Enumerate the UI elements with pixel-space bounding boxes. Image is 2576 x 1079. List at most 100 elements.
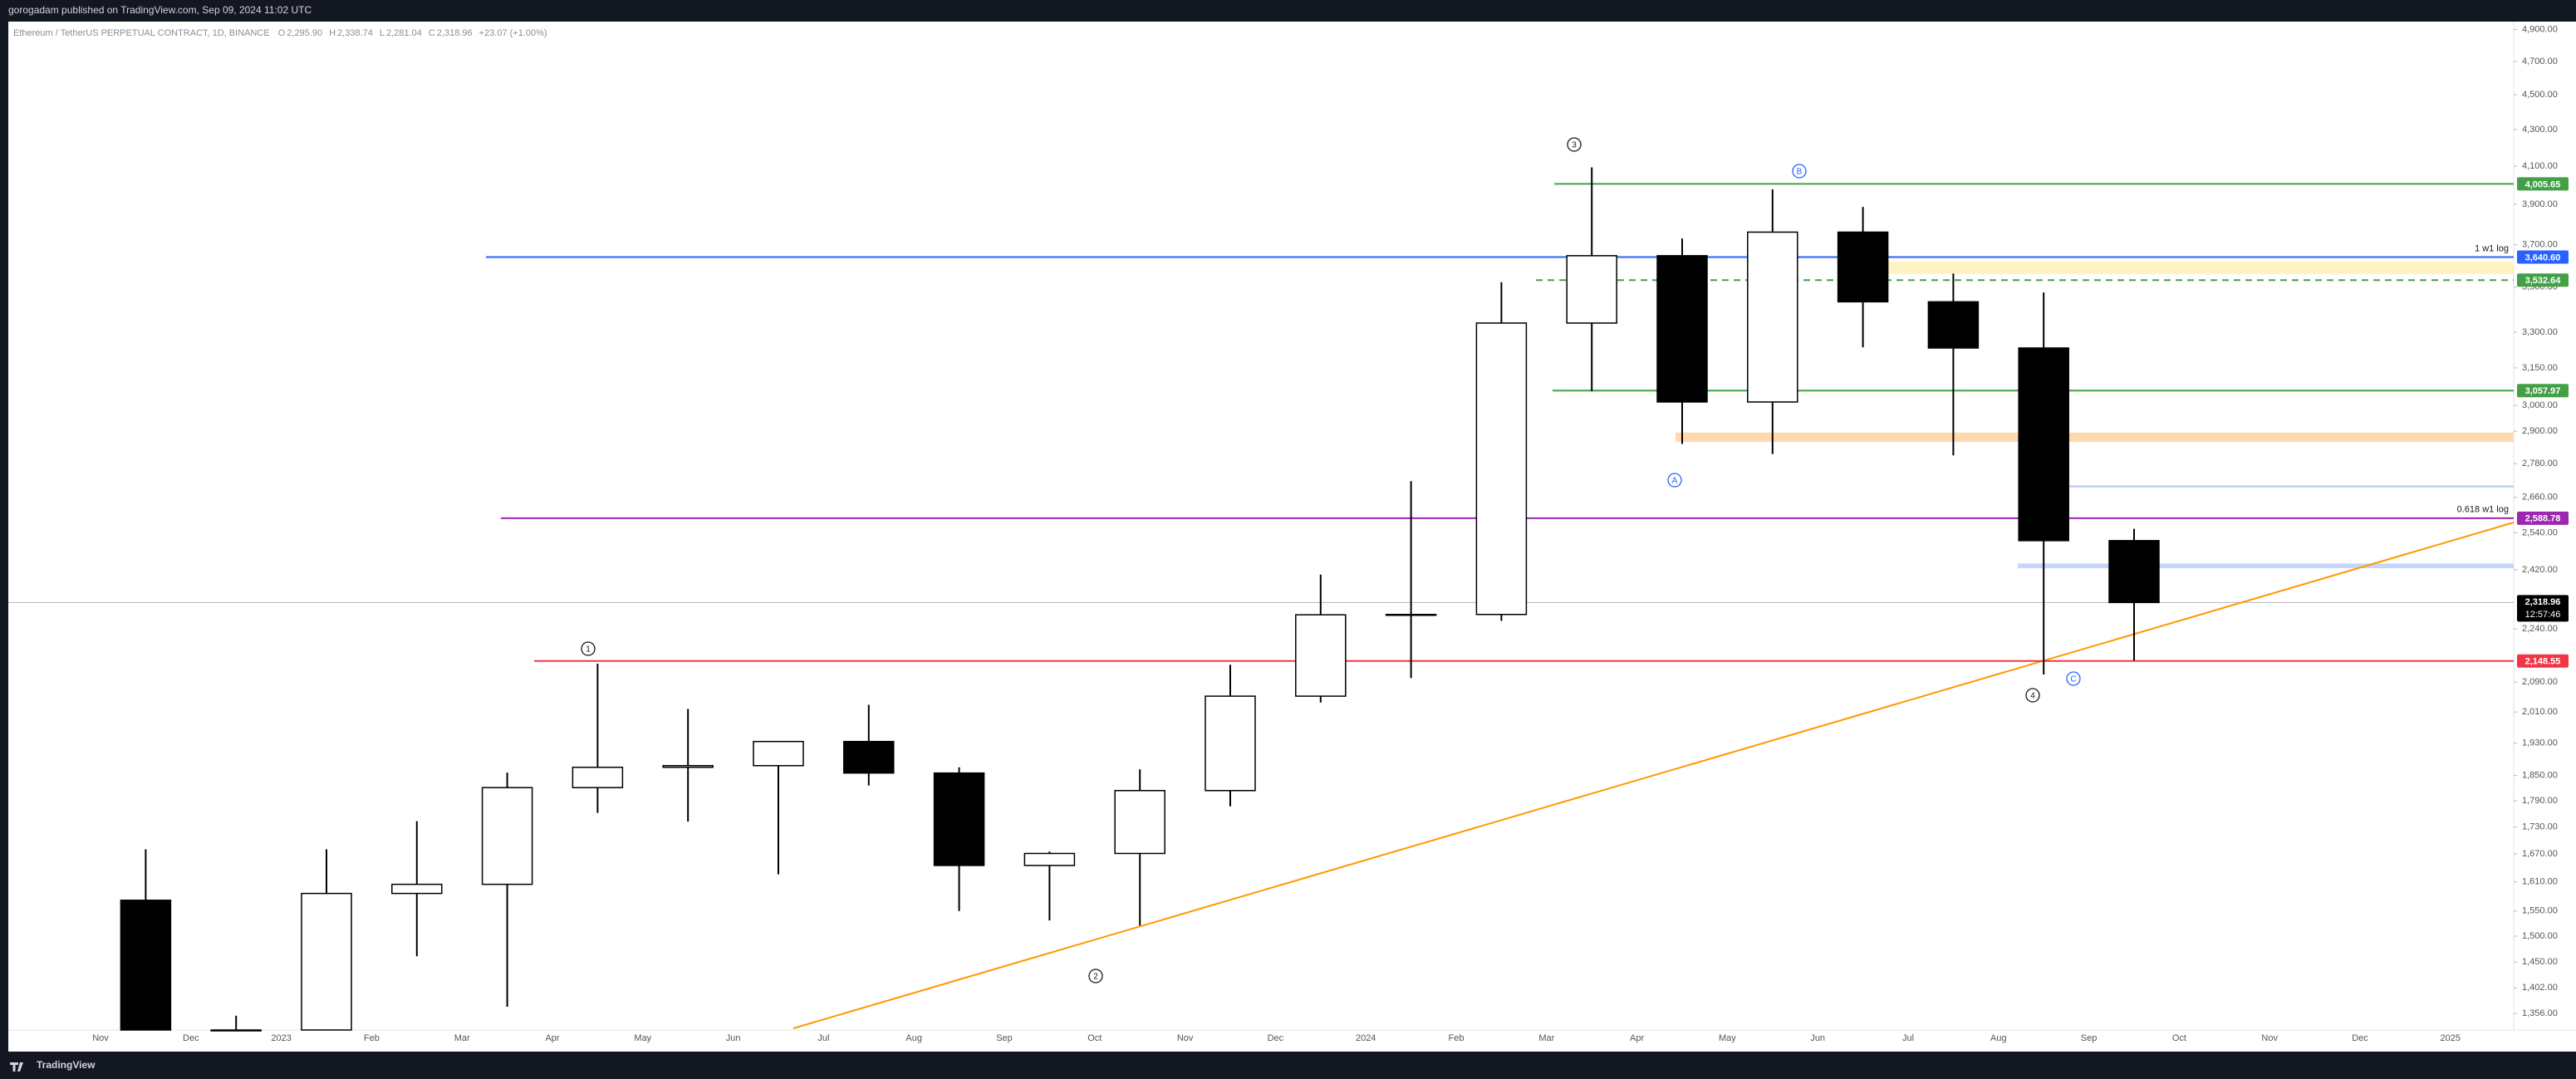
candle-body	[1566, 255, 1617, 324]
candle-body	[391, 883, 443, 895]
x-tick-label: Dec	[2352, 1033, 2368, 1043]
ohlc-value: 2,338.74	[337, 28, 373, 38]
last-price-label: 2,318.96	[2525, 597, 2561, 607]
y-tick-label: 1,930.00	[2522, 738, 2558, 748]
candle-body	[1295, 614, 1347, 697]
zone	[2018, 563, 2514, 569]
y-tick-label: 1,730.00	[2522, 822, 2558, 831]
y-tick-label: 3,300.00	[2522, 327, 2558, 337]
y-tick-label: 4,300.00	[2522, 125, 2558, 135]
x-tick-label: Dec	[183, 1033, 199, 1043]
y-tick-label: 1,610.00	[2522, 877, 2558, 887]
y-tick-label: 4,100.00	[2522, 161, 2558, 171]
x-tick-label: Feb	[364, 1033, 380, 1043]
brand: TradingView	[37, 1059, 96, 1071]
wave-label: 1	[586, 645, 591, 655]
candle-body	[301, 892, 352, 1031]
y-tick-label: 2,540.00	[2522, 527, 2558, 537]
change: +23.07 (+1.00%)	[479, 28, 547, 38]
y-tick-label: 3,150.00	[2522, 363, 2558, 373]
countdown: 12:57:46	[2525, 610, 2561, 620]
y-tick-label: 2,010.00	[2522, 707, 2558, 717]
level-label: 3,532.64	[2525, 276, 2562, 286]
x-tick-label: Feb	[1449, 1033, 1465, 1043]
level-label-box	[2517, 250, 2569, 264]
wave-label: 2	[1093, 973, 1098, 982]
y-tick-label: 2,240.00	[2522, 624, 2558, 634]
x-tick-label: Jun	[726, 1033, 741, 1043]
brand-logo	[10, 1062, 23, 1072]
ohlc-value: 2,281.04	[386, 28, 422, 38]
x-tick-label: Oct	[1087, 1033, 1102, 1043]
y-tick-label: 2,420.00	[2522, 565, 2558, 575]
y-tick-label: 1,790.00	[2522, 796, 2558, 806]
y-tick-label: 2,900.00	[2522, 426, 2558, 436]
level-label: 2,148.55	[2525, 657, 2561, 667]
candle-body	[481, 787, 533, 885]
y-tick-label: 1,402.00	[2522, 983, 2558, 993]
trendline	[792, 522, 2515, 1029]
y-tick-label: 3,700.00	[2522, 239, 2558, 249]
ohlc-key: L	[380, 28, 385, 38]
candle-body	[1385, 613, 1437, 616]
level-label: 2,588.78	[2525, 514, 2561, 524]
level-label: 3,640.60	[2525, 253, 2561, 262]
candle-body	[2018, 347, 2069, 542]
ohlc-key: C	[429, 28, 435, 38]
wave-circle	[1667, 473, 1682, 488]
x-tick-label: Nov	[92, 1033, 109, 1043]
x-tick-label: Nov	[1177, 1033, 1194, 1043]
candle-body	[1927, 301, 1980, 349]
candle-body	[120, 900, 172, 1031]
ohlc-key: H	[329, 28, 336, 38]
level-note: 0.618 w1 log	[2457, 505, 2509, 515]
level-label: 3,057.97	[2525, 386, 2561, 396]
x-tick-label: Aug	[1990, 1033, 2007, 1043]
wave-label: 4	[2030, 692, 2035, 701]
ohlc-key: O	[278, 28, 286, 38]
plot-background	[8, 22, 2576, 1052]
publisher: gorogadam published on TradingView.com, …	[8, 4, 312, 16]
candle-body	[933, 772, 985, 866]
x-tick-label: Dec	[1268, 1033, 1284, 1043]
zone	[1873, 261, 2514, 275]
x-tick-label: Mar	[454, 1033, 470, 1043]
level-label-box	[2517, 654, 2569, 668]
wave-circle	[2025, 688, 2040, 703]
x-tick-label: Mar	[1538, 1033, 1554, 1043]
level-label: 4,005.65	[2525, 179, 2561, 189]
y-tick-label: 4,900.00	[2522, 24, 2558, 34]
x-tick-label: Nov	[2261, 1033, 2278, 1043]
x-tick-label: Jul	[1902, 1033, 1914, 1043]
y-tick-label: 3,000.00	[2522, 400, 2558, 410]
y-tick-label: 1,500.00	[2522, 931, 2558, 941]
y-tick-label: 2,780.00	[2522, 459, 2558, 468]
x-tick-label: Sep	[2081, 1033, 2098, 1043]
x-tick-label: Apr	[545, 1033, 559, 1043]
level-note: 1 w1 log	[2475, 243, 2509, 253]
candle-body	[1205, 695, 1256, 792]
candle-body	[210, 1029, 262, 1032]
level-label-box	[2517, 511, 2569, 525]
x-tick-label: 2024	[1356, 1033, 1376, 1043]
candle-body	[1475, 322, 1528, 616]
y-tick-label: 4,700.00	[2522, 56, 2558, 66]
candle-body	[753, 740, 804, 767]
x-tick-label: 2023	[271, 1033, 291, 1043]
symbol: Ethereum / TetherUS PERPETUAL CONTRACT, …	[13, 28, 270, 38]
ohlc-value: 2,295.90	[287, 28, 322, 38]
x-tick-label: Sep	[996, 1033, 1013, 1043]
candle-body	[1114, 790, 1165, 855]
y-tick-label: 1,850.00	[2522, 771, 2558, 781]
candle-body	[1747, 231, 1798, 403]
x-tick-label: Aug	[905, 1033, 922, 1043]
wave-label: B	[1797, 168, 1803, 177]
level-label-box	[2517, 273, 2569, 287]
x-tick-label: Apr	[1630, 1033, 1644, 1043]
wave-circle	[1088, 969, 1103, 983]
zone	[2037, 485, 2514, 488]
x-tick-label: 2025	[2441, 1033, 2461, 1043]
level-label-box	[2517, 177, 2569, 191]
x-tick-label: May	[1719, 1033, 1736, 1043]
candle-body	[843, 740, 895, 774]
